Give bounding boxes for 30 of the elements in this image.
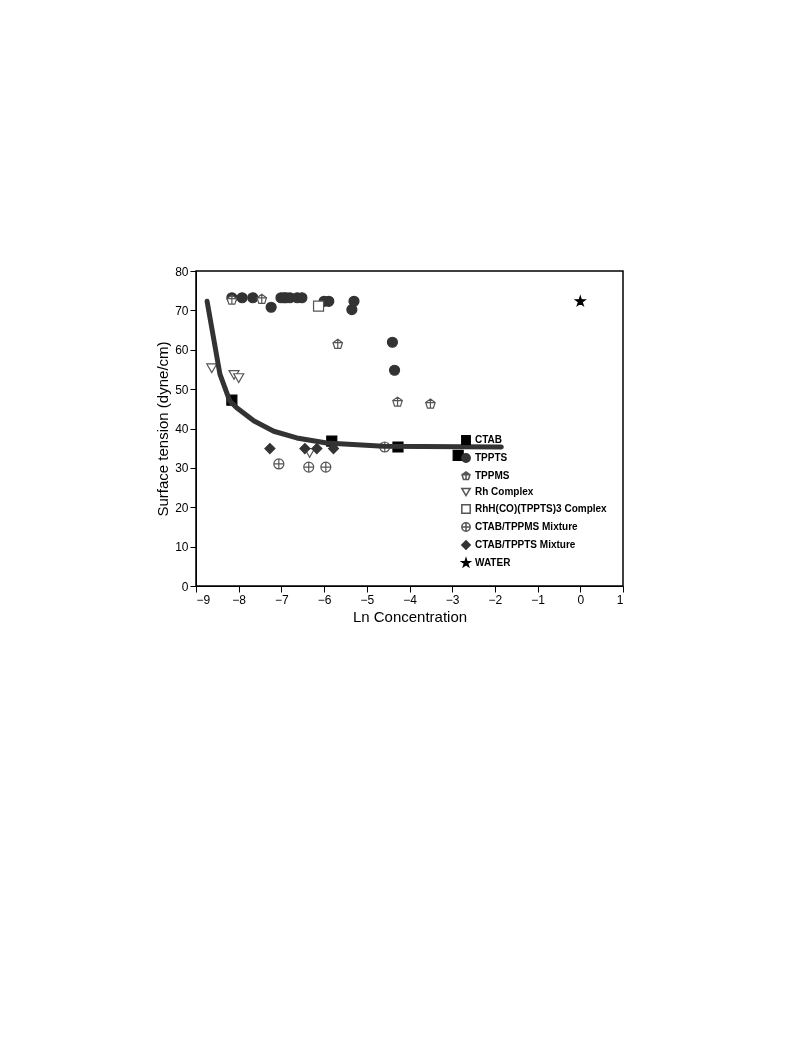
legend-label: TPPTS bbox=[475, 452, 508, 463]
y-tick-label: 80 bbox=[175, 264, 189, 279]
x-tick-label: 0 bbox=[577, 592, 585, 607]
x-tick-label: −2 bbox=[488, 592, 503, 607]
y-tick-label: 50 bbox=[175, 382, 189, 397]
y-tick-label: 20 bbox=[175, 500, 189, 515]
y-tick-label: 30 bbox=[175, 461, 189, 476]
legend-label: RhH(CO)(TPPTS)3 Complex bbox=[475, 503, 608, 514]
x-axis-title: Ln Concentration bbox=[352, 607, 468, 625]
legend-label: TPPMS bbox=[475, 470, 510, 481]
x-tick-label: −4 bbox=[403, 592, 418, 607]
y-tick-label: 0 bbox=[181, 579, 189, 594]
legend-label: WATER bbox=[475, 557, 512, 568]
legend-label: CTAB bbox=[475, 434, 503, 445]
y-tick-label: 10 bbox=[175, 540, 189, 555]
x-tick-label: −7 bbox=[275, 592, 290, 607]
x-tick-label: −9 bbox=[196, 592, 211, 607]
x-tick-label: −5 bbox=[360, 592, 375, 607]
legend-label: Rh Complex bbox=[475, 486, 534, 497]
x-tick-label: 1 bbox=[616, 592, 624, 607]
x-tick-label: −8 bbox=[232, 592, 247, 607]
y-tick-label: 70 bbox=[175, 303, 189, 318]
legend-label: CTAB/TPPMS Mixture bbox=[475, 521, 579, 532]
y-tick-label: 40 bbox=[175, 422, 189, 436]
x-tick-label: −6 bbox=[317, 592, 332, 607]
y-tick-label: 60 bbox=[175, 343, 189, 358]
legend-label: CTAB/TPPTS Mixture bbox=[475, 539, 576, 550]
x-tick-label: −1 bbox=[531, 592, 546, 607]
y-axis-title: Surface tension (dyne/cm) bbox=[154, 341, 172, 517]
x-tick-label: −3 bbox=[445, 592, 460, 607]
